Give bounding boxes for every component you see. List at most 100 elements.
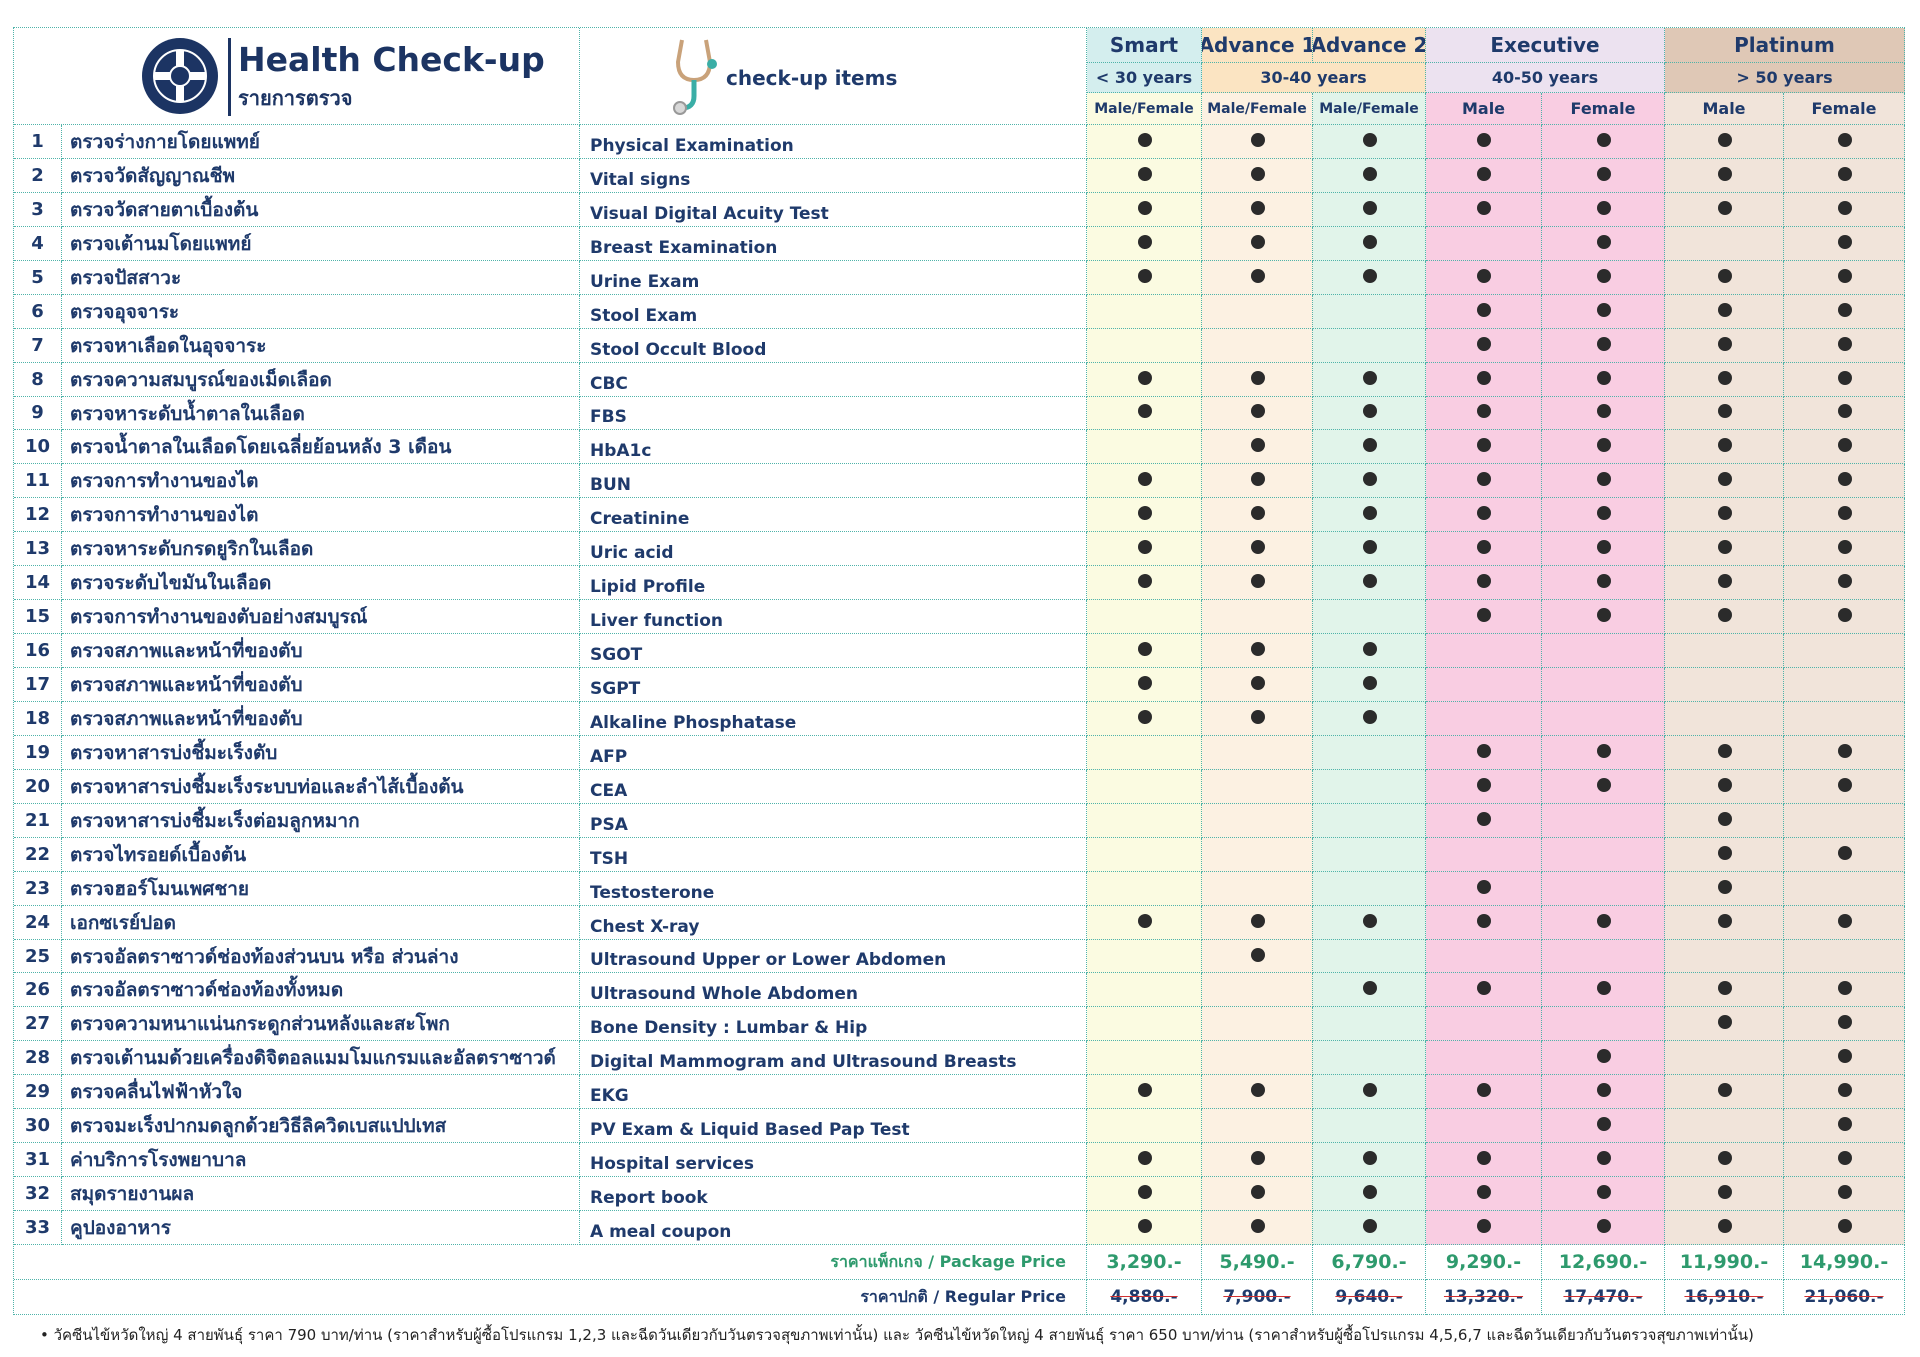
english-item: EKG	[580, 1075, 1087, 1110]
check-cell	[1313, 260, 1426, 295]
row-number: 30	[14, 1109, 62, 1144]
check-dot	[1477, 132, 1491, 147]
row-number: 15	[14, 600, 62, 635]
check-dot	[1362, 268, 1377, 283]
check-cell	[1665, 634, 1784, 669]
check-cell	[1542, 566, 1665, 601]
thai-item: ตรวจความหนาแน่นกระดูกส่วนหลังและสะโพก	[62, 1007, 580, 1042]
check-cell	[1202, 1109, 1313, 1144]
check-cell	[1087, 600, 1202, 635]
check-cell	[1202, 871, 1313, 906]
check-dot	[1717, 777, 1732, 792]
check-dot	[1837, 132, 1852, 147]
check-dot	[1477, 1219, 1491, 1234]
check-cell	[1202, 498, 1313, 533]
check-cell	[1202, 1177, 1313, 1212]
thai-item: ตรวจฮอร์โมนเพศชาย	[62, 871, 580, 906]
check-cell	[1665, 735, 1784, 770]
english-item: FBS	[580, 396, 1087, 431]
items-label: check-up items	[726, 66, 898, 90]
check-dot	[1477, 506, 1491, 521]
english-item: PSA	[580, 803, 1087, 838]
check-cell	[1542, 905, 1665, 940]
check-dot	[1717, 370, 1732, 385]
thai-item: ตรวจสภาพและหน้าที่ของตับ	[62, 668, 580, 702]
thai-item: ตรวจวัดสัญญาณชีพ	[62, 158, 580, 193]
check-dot	[1477, 472, 1491, 487]
english-item: BUN	[580, 464, 1087, 499]
check-dot	[1596, 336, 1611, 351]
row-number: 20	[14, 769, 62, 804]
check-dot	[1837, 268, 1852, 283]
check-cell	[1426, 430, 1542, 465]
row-number: 29	[14, 1075, 62, 1110]
check-dot	[1837, 234, 1852, 249]
gender: Male/Female	[1087, 93, 1202, 125]
check-cell	[1202, 1041, 1313, 1076]
thai-item: ตรวจหาระดับน้ำตาลในเลือด	[62, 396, 580, 431]
check-cell	[1426, 464, 1542, 499]
check-cell	[1313, 396, 1426, 431]
check-cell	[1542, 430, 1665, 465]
english-item: SGPT	[580, 668, 1087, 702]
thai-item: ตรวจสภาพและหน้าที่ของตับ	[62, 634, 580, 669]
check-cell	[1202, 158, 1313, 193]
check-cell	[1784, 939, 1905, 974]
check-dot	[1137, 574, 1152, 589]
check-cell	[1202, 600, 1313, 635]
check-cell	[1087, 464, 1202, 499]
check-dot	[1477, 879, 1491, 894]
check-cell	[1313, 1007, 1426, 1042]
check-dot	[1837, 1219, 1852, 1234]
check-cell	[1087, 837, 1202, 872]
check-cell	[1202, 1211, 1313, 1245]
check-cell	[1202, 226, 1313, 261]
check-cell	[1665, 226, 1784, 261]
check-dot	[1250, 540, 1265, 555]
check-dot	[1596, 1117, 1611, 1132]
check-cell	[1087, 396, 1202, 431]
check-cell	[1665, 769, 1784, 804]
check-dot	[1717, 913, 1732, 928]
check-dot	[1250, 1185, 1265, 1200]
english-item: Uric acid	[580, 532, 1087, 567]
check-dot	[1137, 675, 1152, 690]
thai-item: สมุดรายงานผล	[62, 1177, 580, 1212]
row-number: 32	[14, 1177, 62, 1212]
regular-price: 16,910.-	[1665, 1280, 1784, 1315]
check-cell	[1542, 1075, 1665, 1110]
check-dot	[1596, 540, 1611, 555]
age-range: < 30 years	[1087, 63, 1202, 93]
check-cell	[1313, 701, 1426, 736]
thai-item: ตรวจหาสารบ่งชี้มะเร็งตับ	[62, 735, 580, 770]
check-cell	[1542, 226, 1665, 261]
check-dot	[1837, 506, 1852, 521]
check-cell	[1313, 1109, 1426, 1144]
english-item: HbA1c	[580, 430, 1087, 465]
check-cell	[1784, 871, 1905, 906]
english-item: Lipid Profile	[580, 566, 1087, 601]
check-dot	[1717, 540, 1732, 555]
check-cell	[1784, 1041, 1905, 1076]
check-cell	[1087, 260, 1202, 295]
check-dot	[1250, 132, 1265, 147]
check-dot	[1137, 506, 1152, 521]
thai-item: ตรวจการทำงานของตับอย่างสมบูรณ์	[62, 600, 580, 635]
check-dot	[1137, 132, 1152, 147]
thai-item: ตรวจการทำงานของไต	[62, 498, 580, 533]
check-cell	[1202, 396, 1313, 431]
check-cell	[1426, 803, 1542, 838]
row-number: 28	[14, 1041, 62, 1076]
check-cell	[1313, 1143, 1426, 1178]
check-cell	[1313, 600, 1426, 635]
check-cell	[1087, 532, 1202, 567]
check-dot	[1717, 302, 1732, 317]
gender: Female	[1542, 93, 1665, 125]
check-dot	[1837, 370, 1852, 385]
thai-item: ตรวจหาสารบ่งชี้มะเร็งระบบท่อและลำไส้เบื้…	[62, 769, 580, 804]
thai-item: ตรวจหาสารบ่งชี้มะเร็งต่อมลูกหมาก	[62, 803, 580, 838]
check-cell	[1426, 735, 1542, 770]
english-item: AFP	[580, 735, 1087, 770]
check-dot	[1837, 1117, 1852, 1132]
